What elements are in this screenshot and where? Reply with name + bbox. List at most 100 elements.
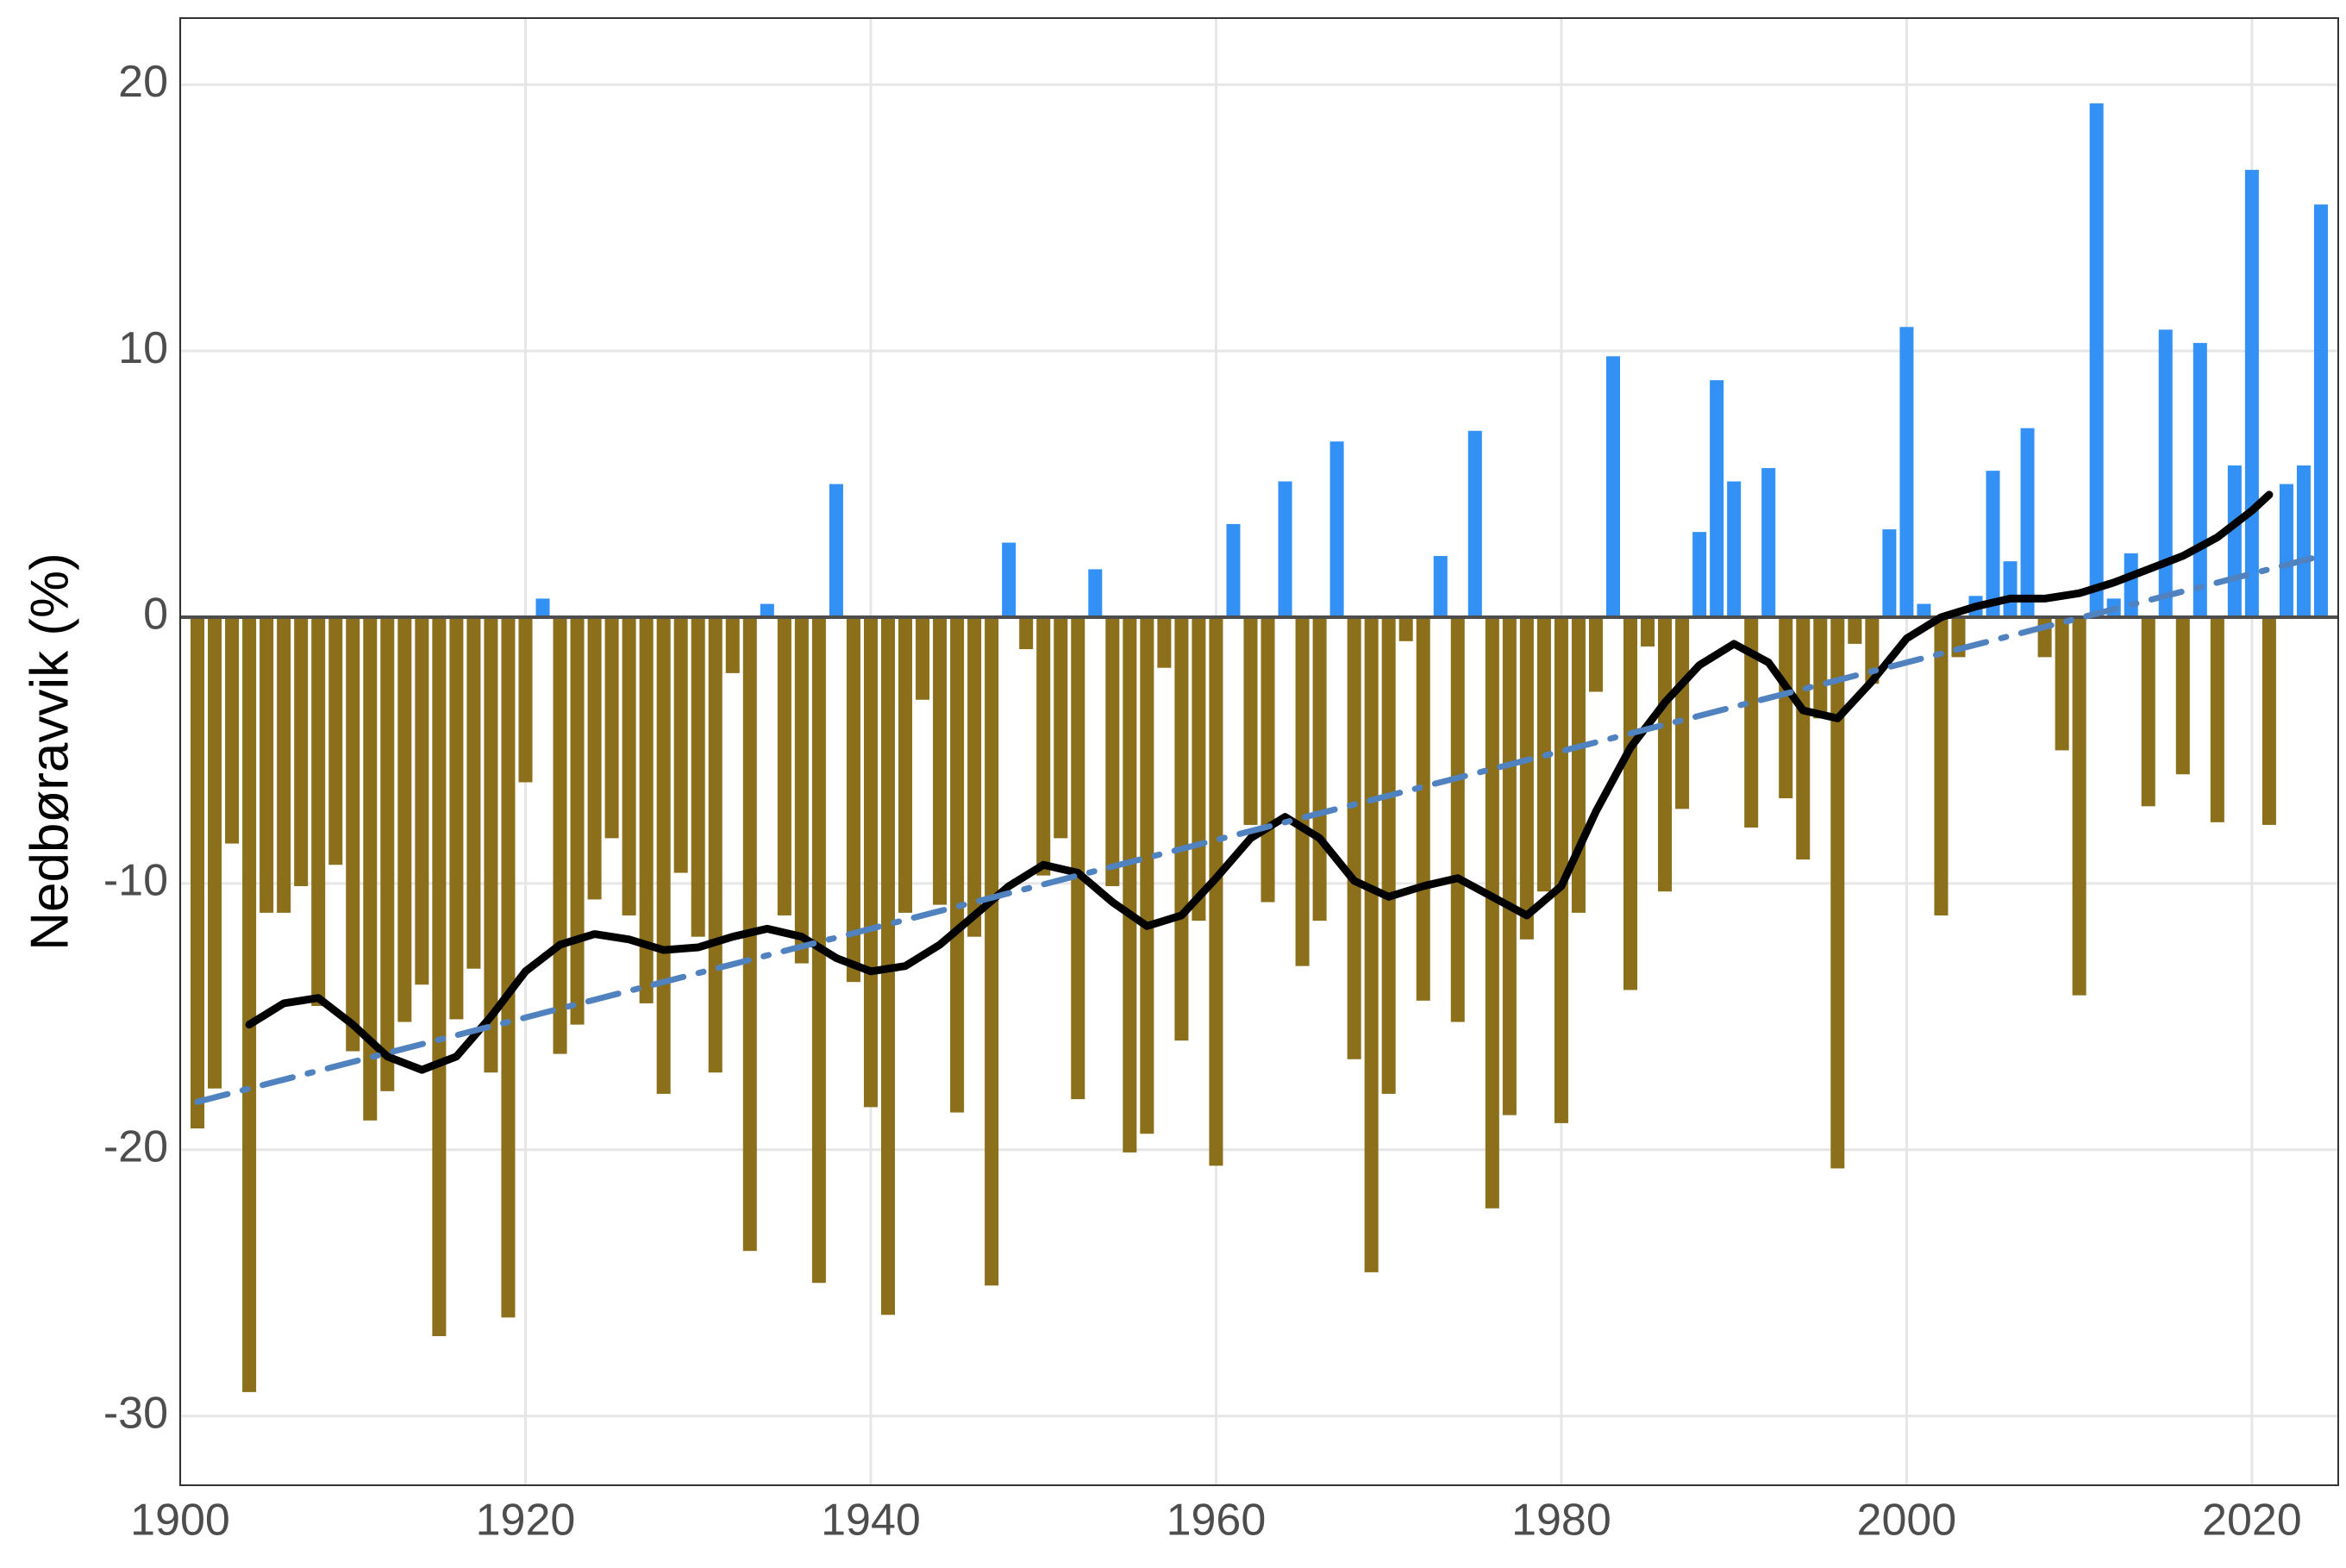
bar: [208, 617, 222, 1089]
bar: [535, 598, 550, 618]
bar: [1554, 617, 1568, 1123]
bar: [656, 617, 671, 1094]
y-axis-title: Nedbøravvik (%): [20, 553, 79, 951]
bar: [2279, 484, 2293, 618]
bar: [1519, 617, 1534, 940]
bar: [2003, 561, 2018, 618]
bar: [1605, 356, 1621, 618]
bar: [1450, 617, 1465, 1022]
bar: [1295, 617, 1310, 966]
bar: [708, 617, 723, 1073]
bar: [933, 617, 948, 905]
bar: [725, 617, 740, 673]
bar: [2244, 170, 2259, 618]
bar: [1123, 617, 1137, 1153]
bar: [1347, 617, 1361, 1059]
bar: [2141, 617, 2155, 807]
bar: [1830, 617, 1845, 1169]
bar: [1364, 617, 1379, 1272]
bar: [311, 617, 326, 1006]
bar: [1502, 617, 1517, 1115]
bar: [2175, 617, 2190, 775]
x-tick-label: 1900: [130, 1496, 230, 1546]
bar: [863, 617, 878, 1108]
bar: [1917, 603, 1931, 618]
bar: [587, 617, 602, 900]
bar: [1433, 555, 1448, 618]
bar: [1761, 468, 1776, 618]
y-tick-label: 20: [118, 57, 168, 107]
trend-line: [194, 553, 2324, 1105]
bar: [794, 617, 809, 964]
bar: [1692, 532, 1707, 618]
bar: [1813, 617, 1828, 719]
bar: [1865, 617, 1880, 684]
bar: [501, 617, 516, 1318]
bar: [2262, 617, 2276, 825]
x-tick-label: 2020: [2202, 1496, 2302, 1546]
bar: [1398, 617, 1413, 641]
bar: [328, 617, 343, 865]
bar: [2210, 617, 2224, 822]
bar: [1209, 617, 1223, 1166]
bar: [570, 617, 585, 1025]
bar: [1088, 569, 1103, 618]
bar: [1174, 617, 1189, 1041]
bar: [2072, 617, 2086, 996]
bar: [950, 617, 965, 1113]
bar: [1105, 617, 1120, 886]
bar: [967, 617, 982, 937]
bar: [916, 617, 930, 700]
bar: [1675, 617, 1690, 809]
plot-frame: [179, 17, 2339, 1486]
bar: [1071, 617, 1085, 1100]
bar: [1658, 617, 1673, 892]
bar: [760, 603, 774, 618]
bar: [1848, 617, 1862, 644]
y-tick-label: -20: [103, 1122, 168, 1172]
bar: [1485, 617, 1499, 1209]
bar: [1899, 327, 1914, 618]
smoothed-line: [245, 490, 2274, 1074]
x-tick-label: 1920: [476, 1496, 576, 1546]
bar: [2193, 342, 2207, 618]
y-tick-label: 10: [118, 323, 168, 373]
bar: [1157, 617, 1172, 668]
bar: [1019, 617, 1034, 650]
bar: [985, 617, 999, 1286]
bar: [1140, 617, 1154, 1134]
bar: [1588, 617, 1603, 692]
bar: [1261, 617, 1275, 903]
bar: [466, 617, 481, 969]
bar: [2158, 329, 2173, 618]
bar: [449, 617, 464, 1020]
x-tick-label: 2000: [1857, 1496, 1957, 1546]
bar: [2020, 428, 2035, 618]
bar: [518, 617, 533, 783]
bar: [346, 617, 360, 1052]
bar: [846, 617, 860, 983]
y-tick-label: -30: [103, 1388, 168, 1438]
bar: [1986, 471, 2000, 618]
bar: [2296, 465, 2311, 618]
bar: [2089, 103, 2104, 618]
bar: [1054, 617, 1068, 839]
bar: [1467, 430, 1482, 618]
x-tick-label: 1980: [1511, 1496, 1611, 1546]
x-tick-label: 1940: [821, 1496, 921, 1546]
bar: [2055, 617, 2069, 751]
x-tick-label: 1960: [1167, 1496, 1267, 1546]
bar: [1002, 542, 1017, 618]
bar: [1744, 617, 1759, 828]
bar: [1243, 617, 1258, 825]
bar: [1329, 441, 1344, 618]
bar: [1312, 617, 1327, 921]
bar: [277, 617, 291, 913]
bar: [1226, 523, 1241, 618]
bar: [898, 617, 913, 913]
y-tick-label: 0: [143, 590, 168, 640]
bar: [1641, 617, 1655, 647]
bar: [1623, 617, 1638, 990]
bar: [691, 617, 705, 937]
